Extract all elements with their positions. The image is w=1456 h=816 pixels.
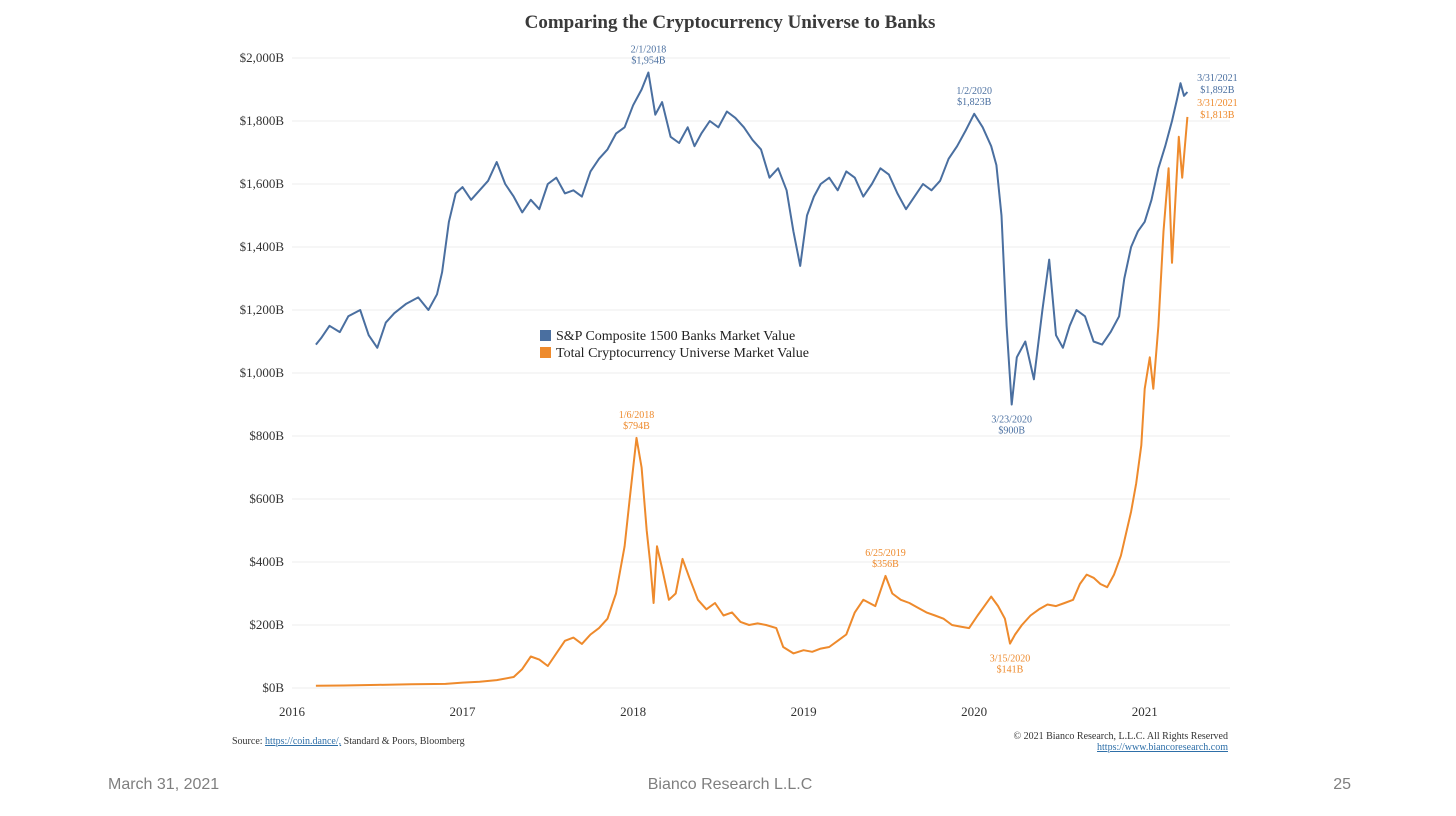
legend: S&P Composite 1500 Banks Market Value Tot… <box>540 329 809 361</box>
annotation-date: 1/6/2018 <box>619 410 655 421</box>
crypto-series-line <box>315 116 1189 687</box>
x-tick-label: 2017 <box>450 704 477 719</box>
annotation-date: 3/23/2020 <box>991 415 1032 426</box>
annotation-date: 2/1/2018 <box>631 44 667 55</box>
x-axis-ticks: 2016 2017 2018 2019 2020 2021 <box>279 704 1158 719</box>
annotation-date: 3/31/2021 <box>1197 73 1238 84</box>
annotation-value: $1,954B <box>631 55 666 66</box>
legend-label-banks: S&P Composite 1500 Banks Market Value <box>556 329 795 344</box>
y-tick-label: $800B <box>249 428 284 443</box>
banks-series-line <box>315 71 1189 406</box>
annotations: 2/1/2018$1,954B1/2/2020$1,823B3/23/2020$… <box>619 44 1238 675</box>
annotation-value: $1,823B <box>957 97 992 108</box>
y-tick-label: $1,800B <box>240 113 285 128</box>
copyright-note: © 2021 Bianco Research, L.L.C. All Right… <box>1013 731 1228 753</box>
y-tick-label: $200B <box>249 617 284 632</box>
website-link[interactable]: https://www.biancoresearch.com <box>1097 742 1228 753</box>
annotation-date: 1/2/2020 <box>956 86 992 97</box>
copyright-text: © 2021 Bianco Research, L.L.C. All Right… <box>1013 731 1228 742</box>
y-tick-label: $400B <box>249 554 284 569</box>
y-tick-label: $1,600B <box>240 176 285 191</box>
source-note: Source: https://coin.dance/, Standard & … <box>232 736 465 747</box>
y-tick-label: $0B <box>262 680 284 695</box>
y-tick-label: $2,000B <box>240 50 285 65</box>
annotation-date: 3/15/2020 <box>990 654 1031 665</box>
series-lines <box>315 71 1189 687</box>
y-tick-label: $1,000B <box>240 365 285 380</box>
y-tick-label: $1,400B <box>240 239 285 254</box>
x-tick-label: 2021 <box>1132 704 1158 719</box>
annotation-value: $141B <box>997 665 1024 676</box>
y-axis-ticks: $0B $200B $400B $600B $800B $1,000B $1,200B $1,… <box>240 50 285 695</box>
source-prefix: Source: <box>232 736 266 747</box>
x-tick-label: 2020 <box>961 704 987 719</box>
source-suffix: Standard & Poors, Bloomberg <box>341 736 465 747</box>
x-tick-label: 2016 <box>279 704 306 719</box>
x-tick-label: 2018 <box>620 704 646 719</box>
y-tick-label: $600B <box>249 491 284 506</box>
annotation-date: 3/31/2021 <box>1197 98 1238 109</box>
grid-lines <box>292 57 1230 689</box>
annotation-value: $1,892B <box>1200 85 1235 96</box>
x-tick-label: 2019 <box>791 704 817 719</box>
footer-company: Bianco Research L.L.C <box>647 776 813 793</box>
y-tick-label: $1,200B <box>240 302 285 317</box>
legend-label-crypto: Total Cryptocurrency Universe Market Val… <box>556 346 809 361</box>
annotation-value: $900B <box>998 426 1025 437</box>
legend-swatch-banks <box>540 330 551 341</box>
chart-title: Comparing the Cryptocurrency Universe to… <box>524 12 936 33</box>
legend-swatch-crypto <box>540 347 551 358</box>
annotation-date: 6/25/2019 <box>865 548 906 559</box>
source-link[interactable]: https://coin.dance/, <box>265 736 342 747</box>
annotation-value: $1,813B <box>1200 110 1235 121</box>
footer-page-number: 25 <box>1333 776 1351 793</box>
annotation-value: $794B <box>623 421 650 432</box>
footer-date: March 31, 2021 <box>108 776 220 793</box>
annotation-value: $356B <box>872 559 899 570</box>
